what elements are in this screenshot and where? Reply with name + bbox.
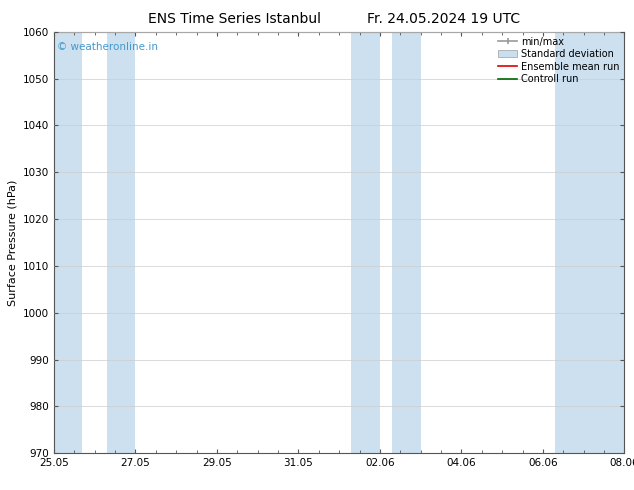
Bar: [392, 32, 421, 453]
Bar: [54, 32, 82, 453]
Text: © weatheronline.in: © weatheronline.in: [57, 43, 158, 52]
Text: ENS Time Series Istanbul: ENS Time Series Istanbul: [148, 12, 321, 26]
Y-axis label: Surface Pressure (hPa): Surface Pressure (hPa): [7, 179, 17, 306]
Bar: [351, 32, 380, 453]
Text: Fr. 24.05.2024 19 UTC: Fr. 24.05.2024 19 UTC: [367, 12, 521, 26]
Legend: min/max, Standard deviation, Ensemble mean run, Controll run: min/max, Standard deviation, Ensemble me…: [498, 37, 619, 84]
Bar: [555, 32, 624, 453]
Bar: [107, 32, 136, 453]
